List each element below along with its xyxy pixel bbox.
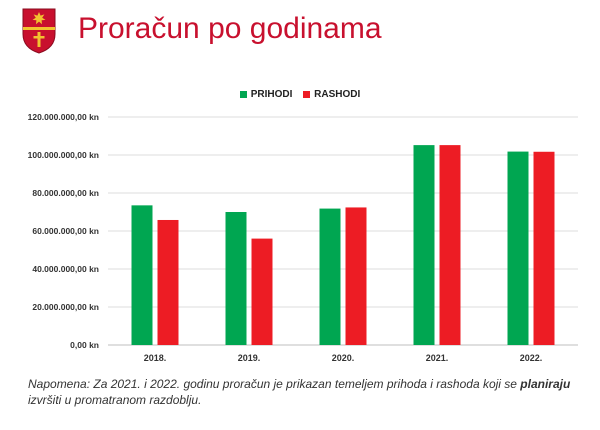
y-tick-label: 40.000.000,00 kn xyxy=(32,264,99,274)
y-tick-label: 0,00 kn xyxy=(70,340,99,350)
y-tick-label: 80.000.000,00 kn xyxy=(32,188,99,198)
x-tick-label: 2022. xyxy=(520,353,543,363)
x-tick-label: 2018. xyxy=(144,353,167,363)
legend-swatch-prihodi xyxy=(239,91,247,98)
footnote-text-end: izvršiti u promatranom razdoblju. xyxy=(28,393,202,407)
bar-prihodi xyxy=(225,212,247,345)
bar-rashodi xyxy=(251,238,273,345)
x-tick-label: 2021. xyxy=(426,353,449,363)
y-tick-label: 100.000.000,00 kn xyxy=(28,150,99,160)
legend-swatch-rashodi xyxy=(303,91,311,98)
y-tick-label: 60.000.000,00 kn xyxy=(32,226,99,236)
x-tick-label: 2020. xyxy=(332,353,355,363)
legend-label-prihodi: PRIHODI xyxy=(250,89,293,100)
bar-prihodi xyxy=(413,145,435,345)
bar-rashodi xyxy=(439,145,461,345)
footnote-text-start: Napomena: Za 2021. i 2022. godinu prorač… xyxy=(28,377,521,391)
chart-legend: PRIHODI RASHODI xyxy=(0,89,600,100)
bar-prihodi xyxy=(319,208,341,345)
bar-prihodi xyxy=(131,205,153,345)
footnote-bold-word: planiraju xyxy=(520,377,571,391)
y-tick-label: 20.000.000,00 kn xyxy=(32,302,99,312)
legend-item-prihodi: PRIHODI xyxy=(239,89,293,100)
bar-rashodi xyxy=(157,219,179,345)
coat-of-arms-icon xyxy=(22,8,56,54)
page-title: Proračun po godinama xyxy=(78,12,382,45)
legend-label-rashodi: RASHODI xyxy=(314,89,361,100)
footnote: Napomena: Za 2021. i 2022. godinu prorač… xyxy=(28,376,588,408)
y-tick-label: 120.000.000,00 kn xyxy=(28,112,99,122)
bar-rashodi xyxy=(345,207,367,345)
bar-prihodi xyxy=(507,151,529,345)
legend-item-rashodi: RASHODI xyxy=(303,89,360,100)
bar-rashodi xyxy=(533,151,555,345)
x-tick-label: 2019. xyxy=(238,353,261,363)
